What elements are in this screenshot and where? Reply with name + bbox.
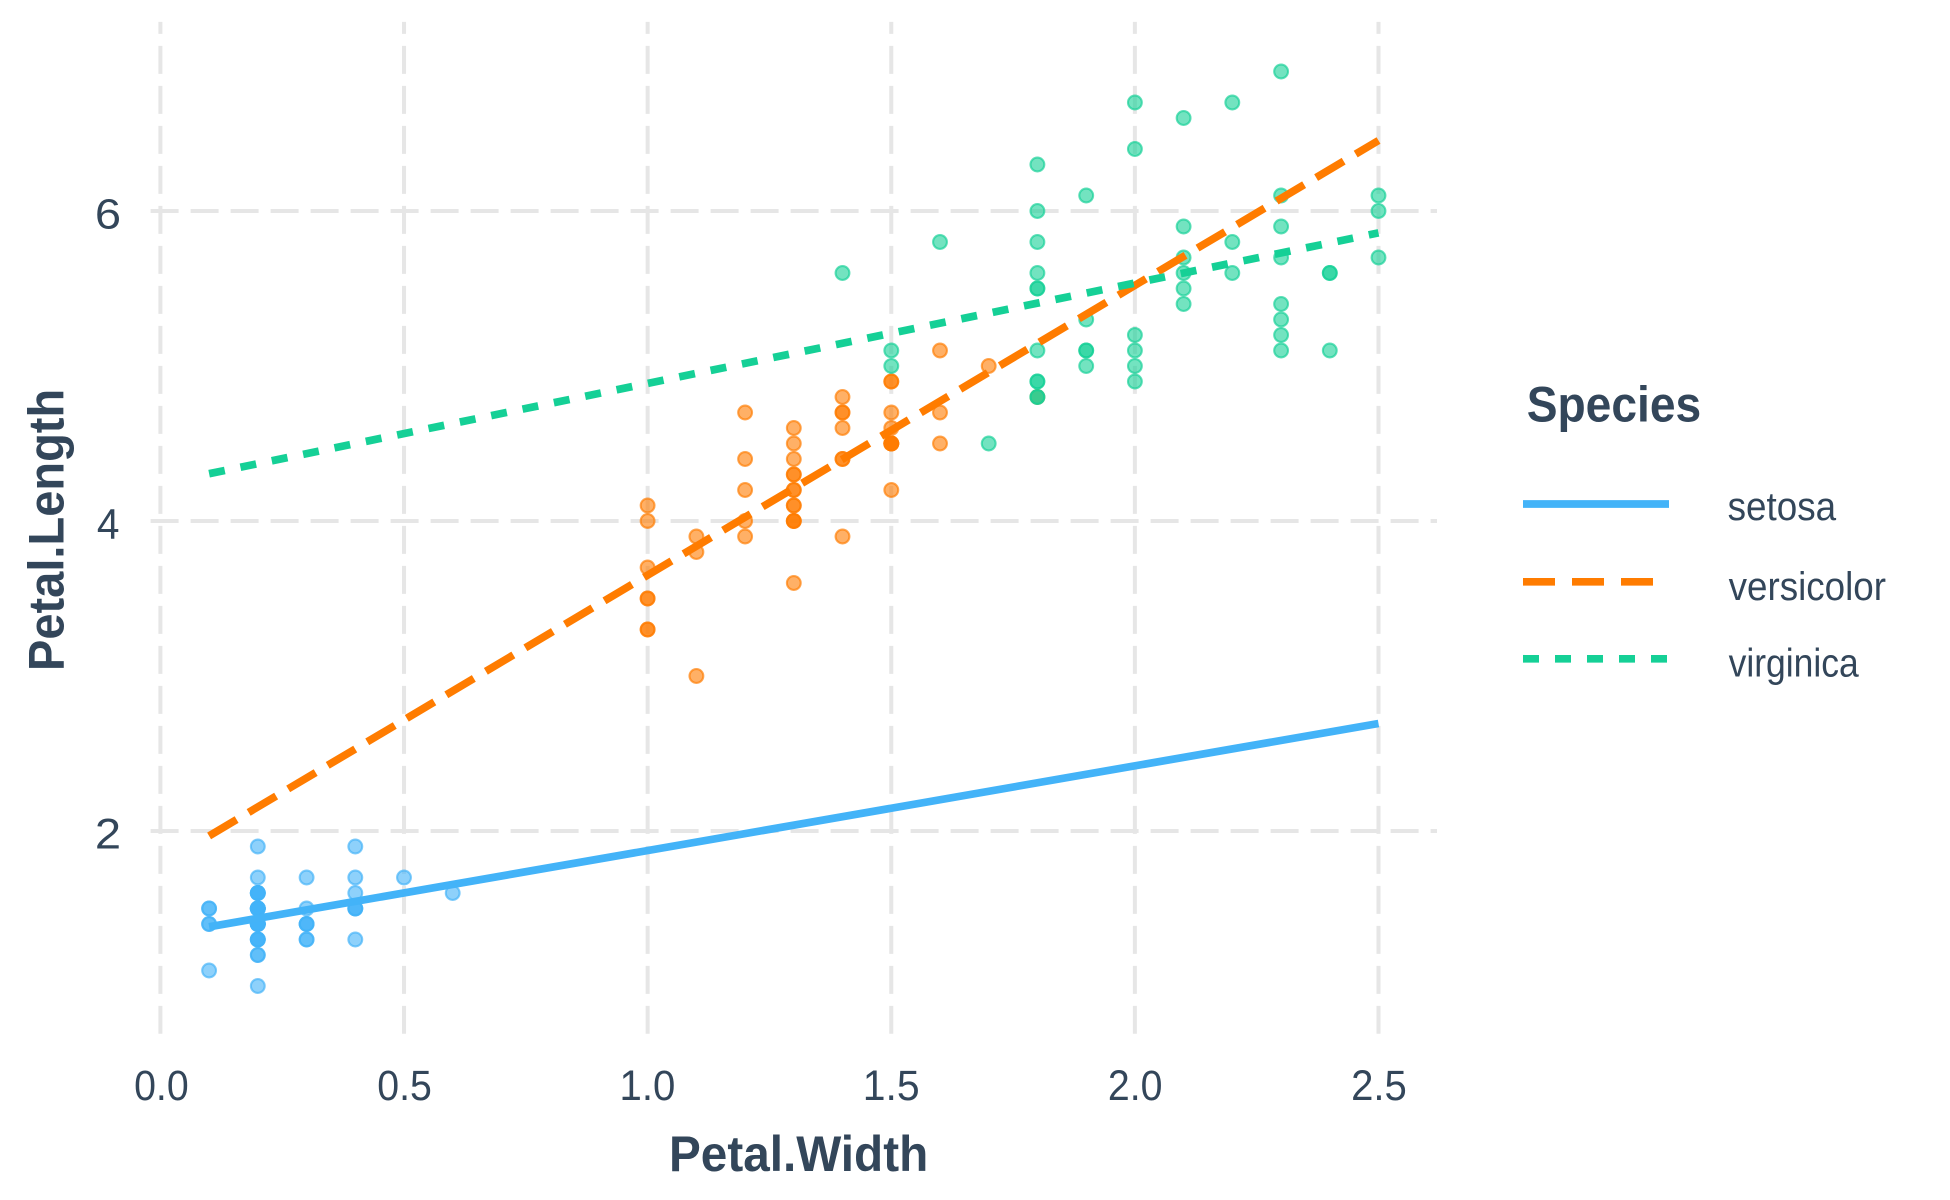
svg-text:2.5: 2.5 [1351,1062,1407,1109]
svg-text:2.0: 2.0 [1108,1062,1163,1109]
svg-text:4: 4 [97,500,120,547]
svg-text:virginica: virginica [1729,642,1860,686]
svg-text:Species: Species [1527,377,1702,433]
svg-text:versicolor: versicolor [1729,565,1886,609]
svg-text:Petal.Width: Petal.Width [669,1126,928,1182]
svg-text:6: 6 [95,190,121,237]
svg-text:2: 2 [95,810,121,857]
svg-text:setosa: setosa [1728,485,1837,529]
svg-text:1.5: 1.5 [863,1062,920,1109]
svg-text:1.0: 1.0 [620,1062,676,1109]
svg-text:0.0: 0.0 [134,1062,189,1109]
svg-text:Petal.Length: Petal.Length [19,389,75,671]
svg-text:0.5: 0.5 [377,1062,432,1109]
